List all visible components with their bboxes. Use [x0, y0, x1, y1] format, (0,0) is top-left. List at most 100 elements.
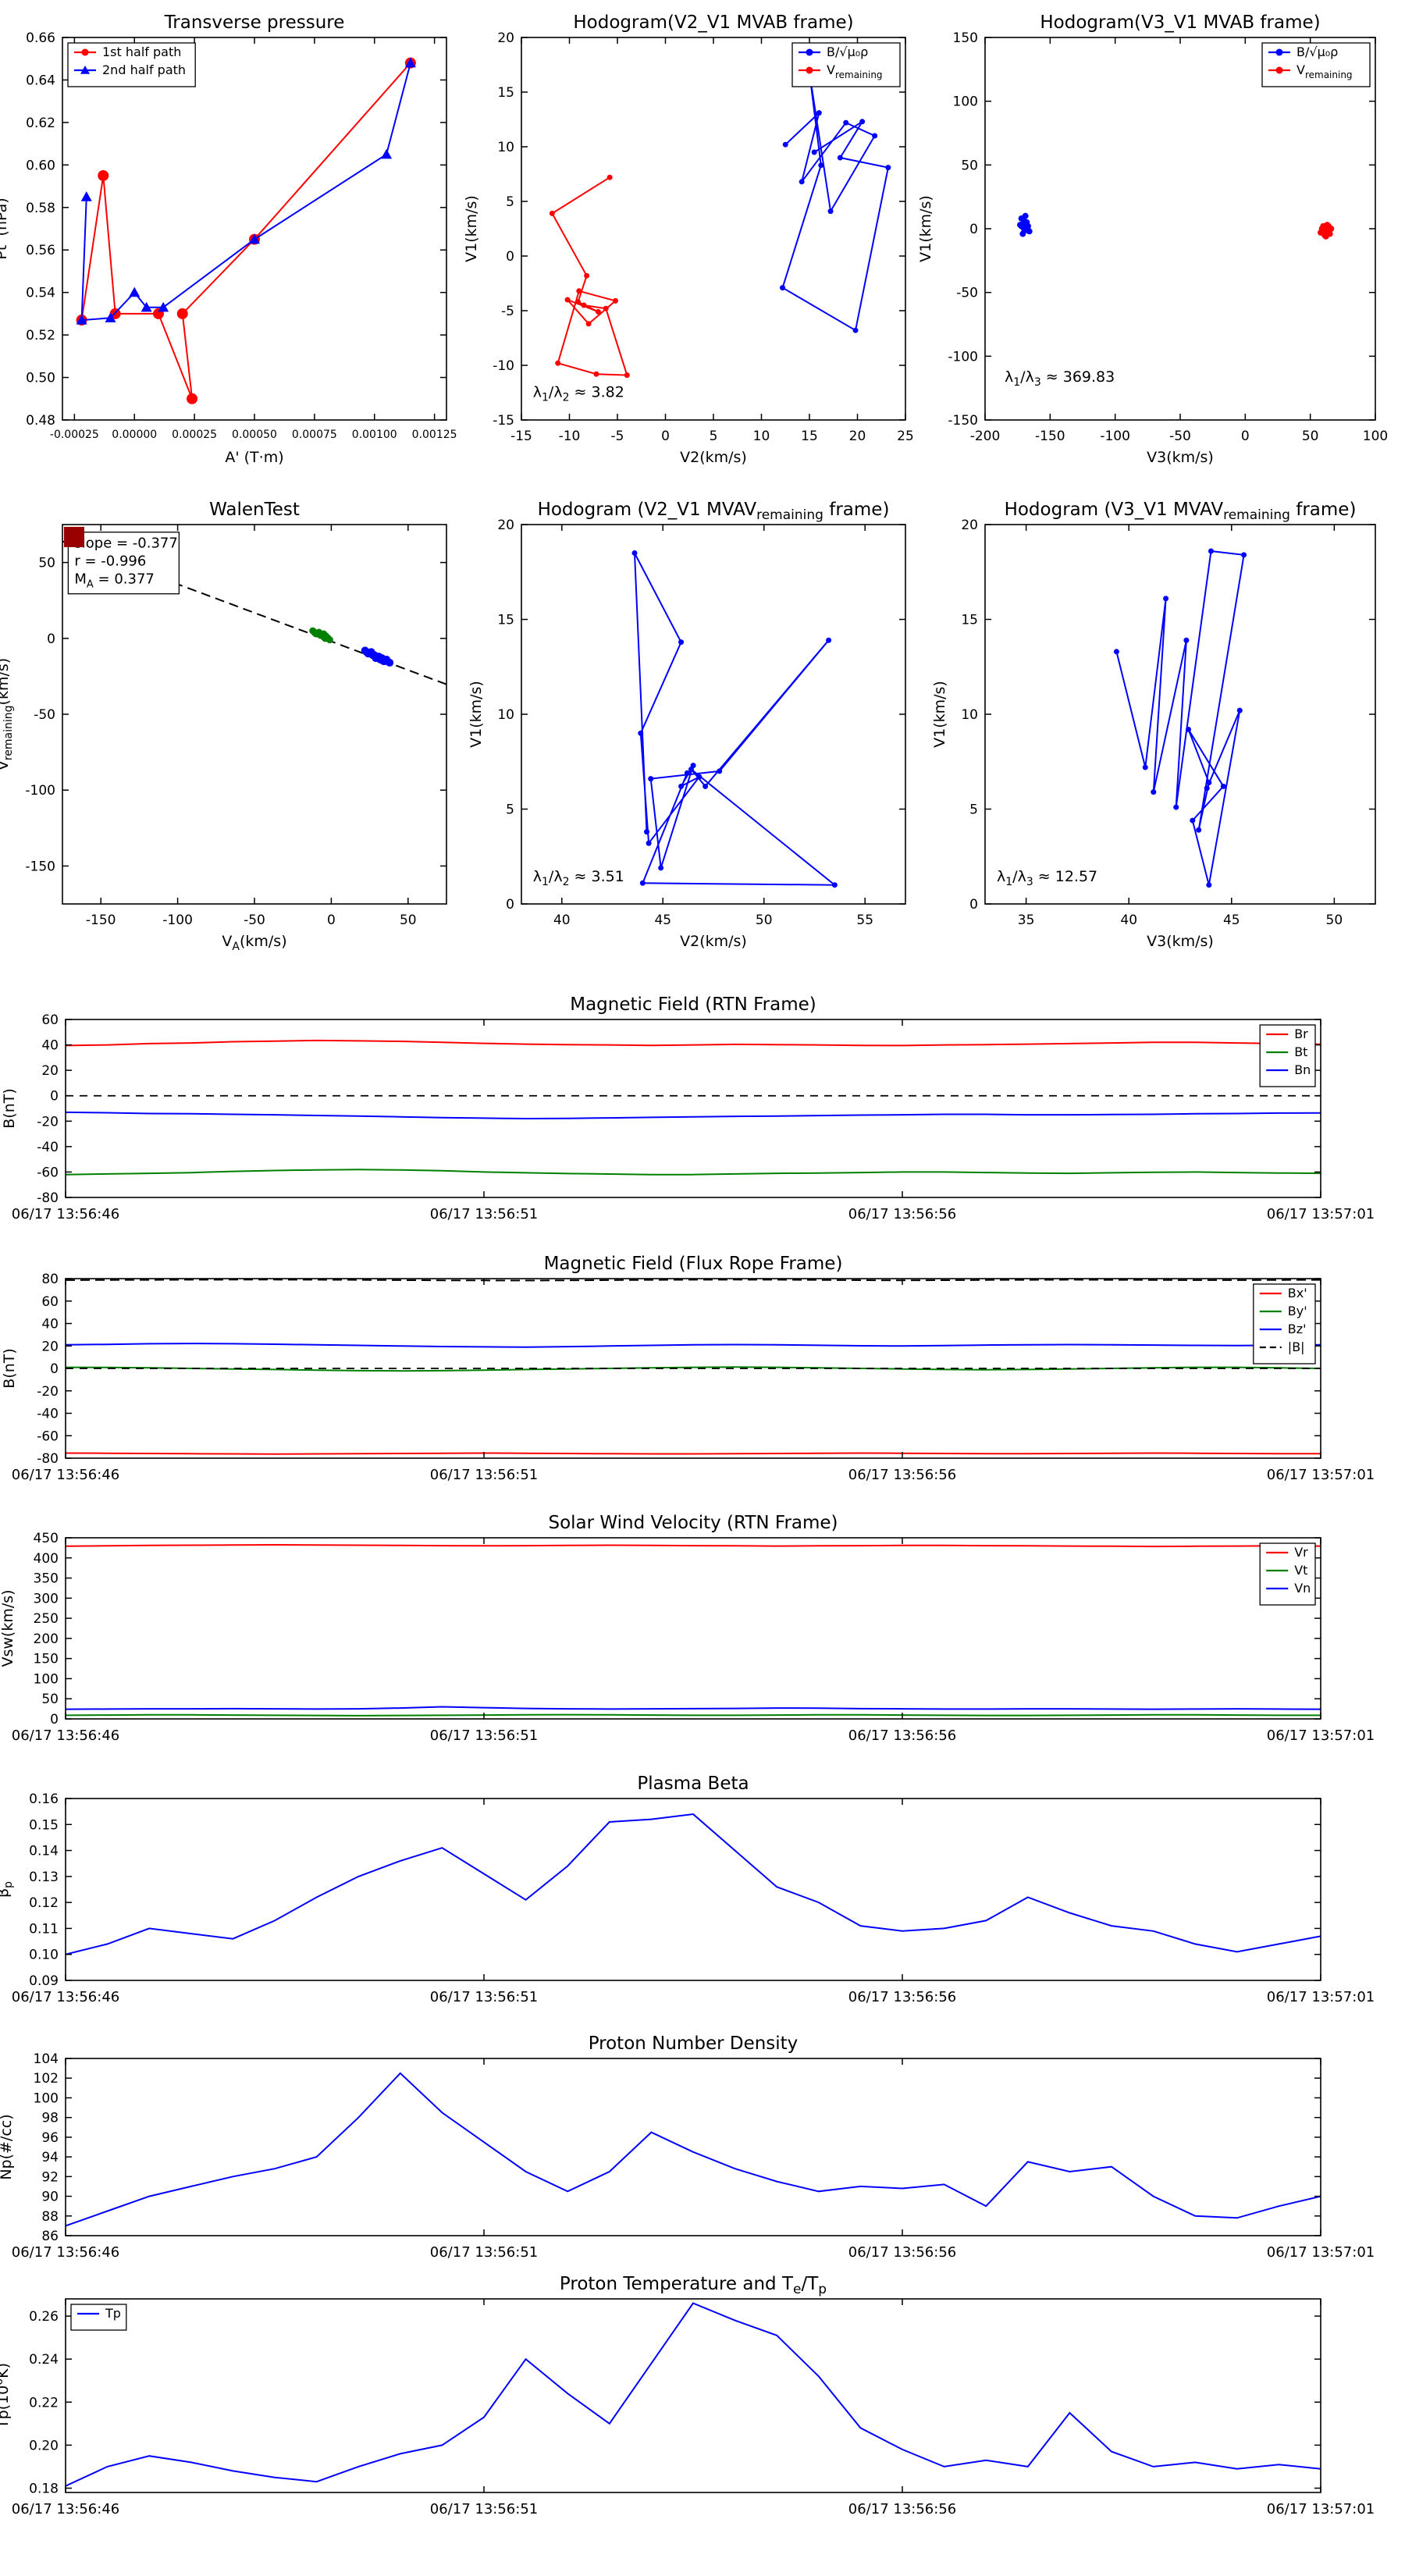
svg-text:-50: -50	[1169, 429, 1191, 444]
svg-text:0.64: 0.64	[26, 73, 55, 88]
svg-text:06/17 13:57:01: 06/17 13:57:01	[1267, 1727, 1375, 1744]
series-v-remaining	[551, 176, 628, 376]
magnetic-field-rtn-panel: 06/17 13:56:46 06/17 13:56:51 06/17 13:56:…	[1, 994, 1375, 1222]
svg-text:-200: -200	[970, 429, 1001, 444]
svg-text:50: 50	[400, 913, 417, 928]
svg-text:10: 10	[497, 140, 514, 155]
svg-text:06/17 13:56:56: 06/17 13:56:56	[848, 1727, 956, 1744]
svg-text:Vremaining: Vremaining	[1297, 62, 1353, 80]
svg-text:06/17 13:56:46: 06/17 13:56:46	[12, 2501, 119, 2517]
svg-text:15: 15	[497, 85, 514, 101]
svg-text:V1(km/s): V1(km/s)	[931, 681, 948, 748]
svg-text:55: 55	[856, 913, 873, 928]
svg-text:slope = -0.377: slope = -0.377	[74, 535, 177, 552]
svg-text:0: 0	[50, 1712, 59, 1727]
svg-text:35: 35	[1018, 913, 1035, 928]
svg-text:-60: -60	[37, 1165, 59, 1180]
series-tp	[66, 2302, 1321, 2487]
svg-text:100: 100	[34, 1671, 59, 1687]
svg-text:0.60: 0.60	[26, 158, 55, 173]
svg-text:0.18: 0.18	[29, 2481, 59, 2496]
svg-text:0.56: 0.56	[26, 243, 55, 258]
proton-temperature-legend: Tp	[70, 2304, 127, 2331]
svg-text:0: 0	[506, 897, 514, 913]
transverse-pressure-panel: -0.00025 0.00000 0.00025 0.00050 0.00075 0.00…	[0, 12, 457, 466]
hodogram-v2v1-mvab-series	[549, 69, 891, 379]
svg-text:Vn: Vn	[1294, 1581, 1311, 1596]
chart-title: Magnetic Field (Flux Rope Frame)	[544, 1254, 843, 1274]
svg-text:06/17 13:56:51: 06/17 13:56:51	[430, 1727, 538, 1744]
svg-text:1st half path: 1st half path	[102, 44, 181, 59]
svg-text:V3(km/s): V3(km/s)	[1147, 449, 1214, 466]
svg-text:0.00050: 0.00050	[232, 429, 277, 441]
svg-text:250: 250	[34, 1611, 59, 1627]
svg-text:0.13: 0.13	[29, 1870, 59, 1885]
svg-text:0: 0	[969, 897, 978, 913]
svg-text:06/17 13:56:56: 06/17 13:56:56	[848, 1206, 956, 1222]
svg-text:-50: -50	[956, 286, 978, 301]
svg-text:104: 104	[34, 2051, 59, 2067]
solar-wind-velocity-series	[66, 1543, 1321, 1717]
svg-text:06/17 13:56:56: 06/17 13:56:56	[848, 1989, 956, 2005]
svg-text:50: 50	[1302, 429, 1319, 444]
svg-text:06/17 13:56:51: 06/17 13:56:51	[430, 2501, 538, 2517]
axes-frame	[65, 2298, 1321, 2493]
svg-text:V3(km/s): V3(km/s)	[1147, 933, 1214, 950]
svg-text:Tp: Tp	[105, 2306, 121, 2321]
svg-text:0.00000: 0.00000	[112, 429, 157, 441]
svg-text:0: 0	[506, 249, 514, 265]
svg-text:V1(km/s): V1(km/s)	[463, 195, 480, 262]
svg-text:-100: -100	[1100, 429, 1130, 444]
svg-text:60: 60	[41, 1294, 59, 1310]
svg-text:-20: -20	[37, 1384, 59, 1400]
svg-text:0.15: 0.15	[29, 1817, 59, 1833]
svg-text:06/17 13:56:56: 06/17 13:56:56	[848, 2501, 956, 2517]
svg-text:40: 40	[553, 913, 571, 928]
svg-text:06/17 13:56:51: 06/17 13:56:51	[430, 2244, 538, 2261]
svg-text:-5: -5	[611, 429, 624, 444]
svg-text:Bz': Bz'	[1288, 1322, 1307, 1336]
svg-text:100: 100	[953, 94, 978, 110]
svg-text:2nd half path: 2nd half path	[102, 62, 186, 77]
svg-text:B(nT): B(nT)	[1, 1348, 18, 1389]
svg-text:0: 0	[50, 1361, 59, 1377]
svg-text:By': By'	[1288, 1304, 1307, 1318]
svg-text:0: 0	[969, 222, 978, 237]
annotation-text: λ1/λ2 ≈ 3.82	[533, 384, 624, 404]
chart-title: Hodogram (V3_V1 MVAVremaining frame)	[1005, 500, 1357, 523]
svg-text:0.11: 0.11	[29, 1921, 59, 1937]
svg-text:0: 0	[661, 429, 670, 444]
svg-text:-100: -100	[25, 783, 55, 799]
svg-text:0.50: 0.50	[26, 371, 55, 386]
svg-text:-15: -15	[510, 429, 532, 444]
walen-test-panel: -150 -100 -50 0 50 -150 -100 -50 0 50 WalenTest VA(…	[0, 500, 447, 953]
svg-text:0.10: 0.10	[29, 1948, 59, 1963]
svg-text:Pt' (nPa): Pt' (nPa)	[0, 197, 10, 259]
svg-text:90: 90	[41, 2190, 59, 2205]
series-vt	[66, 1713, 1321, 1717]
svg-text:0.00125: 0.00125	[412, 429, 457, 441]
svg-text:-50: -50	[34, 707, 55, 723]
svg-text:-150: -150	[86, 913, 116, 928]
svg-text:V2(km/s): V2(km/s)	[680, 933, 747, 950]
start-marker	[63, 526, 84, 547]
svg-text:06/17 13:56:46: 06/17 13:56:46	[12, 1467, 119, 1483]
svg-text:100: 100	[1363, 429, 1388, 444]
svg-text:B/√μ₀ρ: B/√μ₀ρ	[827, 44, 868, 59]
svg-text:06/17 13:57:01: 06/17 13:57:01	[1267, 1206, 1375, 1222]
solar-wind-velocity-panel: 06/17 13:56:46 06/17 13:56:51 06/17 13:56:…	[0, 1513, 1375, 1744]
hodogram-v3v1-mvav-panel: 35 40 45 50 0 5 10 15 20 Hodogram (V3_V1 MVAVrema…	[931, 500, 1376, 950]
plasma-beta-panel: 06/17 13:56:46 06/17 13:56:51 06/17 13:56:…	[0, 1774, 1375, 2005]
svg-text:V2(km/s): V2(km/s)	[680, 449, 747, 466]
chart-title: Plasma Beta	[637, 1774, 749, 1794]
svg-text:0: 0	[47, 632, 55, 647]
svg-text:B(nT): B(nT)	[1, 1088, 18, 1129]
svg-text:Vt: Vt	[1294, 1563, 1307, 1578]
svg-text:06/17 13:56:51: 06/17 13:56:51	[430, 1206, 538, 1222]
svg-text:0: 0	[327, 913, 336, 928]
svg-text:0.09: 0.09	[29, 1973, 59, 1989]
proton-temperature-series	[66, 2302, 1321, 2487]
svg-text:20: 20	[497, 30, 514, 46]
svg-text:Bt: Bt	[1294, 1044, 1307, 1059]
